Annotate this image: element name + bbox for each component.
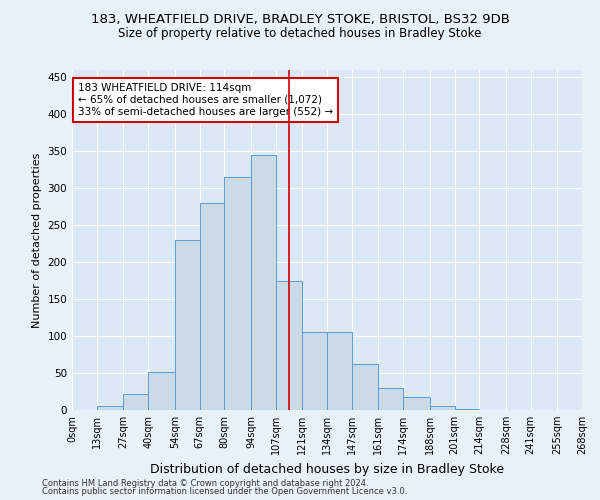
Text: 183 WHEATFIELD DRIVE: 114sqm
← 65% of detached houses are smaller (1,072)
33% of: 183 WHEATFIELD DRIVE: 114sqm ← 65% of de…	[78, 84, 333, 116]
Bar	[430, 406, 455, 410]
Bar	[199, 203, 224, 410]
Bar	[302, 332, 327, 410]
Bar	[224, 177, 251, 410]
Bar	[403, 396, 430, 410]
Bar	[275, 280, 302, 410]
Y-axis label: Number of detached properties: Number of detached properties	[32, 152, 42, 328]
Text: Contains public sector information licensed under the Open Government Licence v3: Contains public sector information licen…	[42, 487, 407, 496]
Bar	[379, 388, 403, 410]
Text: Contains HM Land Registry data © Crown copyright and database right 2024.: Contains HM Land Registry data © Crown c…	[42, 478, 368, 488]
Bar	[455, 408, 479, 410]
Bar	[251, 155, 275, 410]
Text: 183, WHEATFIELD DRIVE, BRADLEY STOKE, BRISTOL, BS32 9DB: 183, WHEATFIELD DRIVE, BRADLEY STOKE, BR…	[91, 12, 509, 26]
Bar	[148, 372, 175, 410]
Bar	[327, 332, 352, 410]
Bar	[124, 394, 148, 410]
Bar	[97, 406, 124, 410]
Bar	[352, 364, 379, 410]
Text: Size of property relative to detached houses in Bradley Stoke: Size of property relative to detached ho…	[118, 28, 482, 40]
X-axis label: Distribution of detached houses by size in Bradley Stoke: Distribution of detached houses by size …	[150, 462, 504, 475]
Bar	[175, 240, 199, 410]
